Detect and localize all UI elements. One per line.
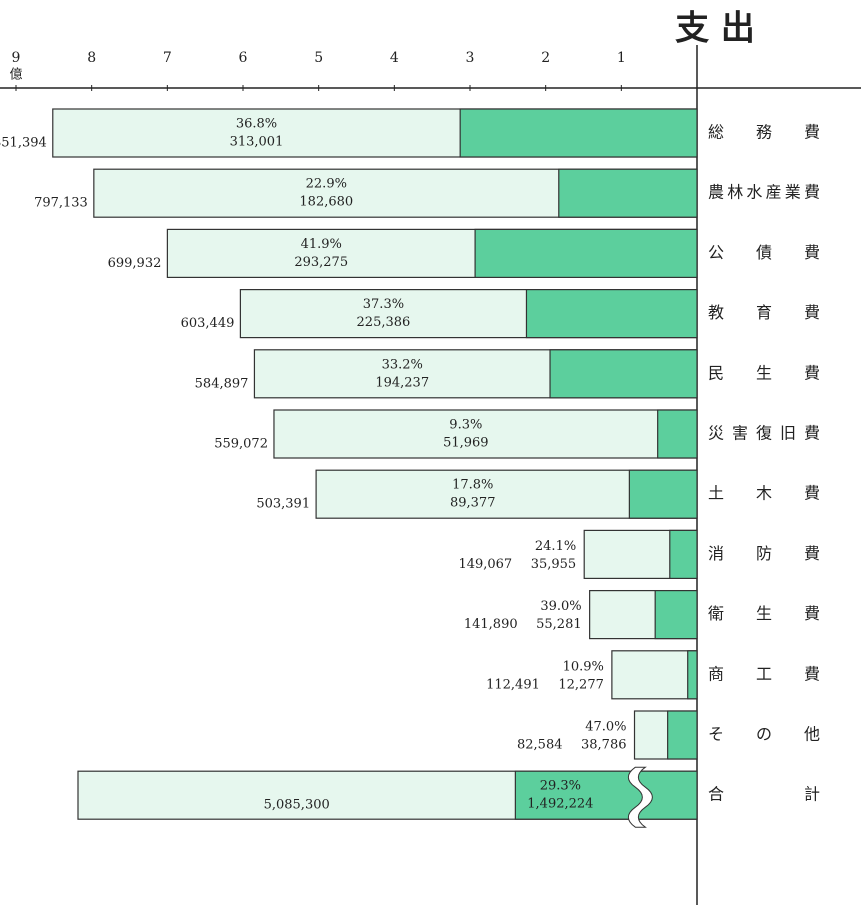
part-bar [688, 651, 697, 699]
part-bar [655, 591, 697, 639]
part-bar [629, 470, 697, 518]
part-label: 293,275 [294, 255, 348, 270]
part-bar [550, 350, 697, 398]
total-label: 112,491 [486, 677, 540, 692]
x-tick-label: 2 [541, 50, 550, 66]
x-tick-label: 7 [163, 50, 172, 66]
category-label: 衛生費 [708, 604, 820, 623]
total-label: 699,932 [108, 256, 162, 271]
part-label: 182,680 [299, 195, 353, 210]
part-bar [559, 169, 697, 217]
total-bar [612, 651, 697, 699]
category-label: 教育費 [708, 303, 820, 322]
chart: 支 出 1 2 3 4 5 6 7 8 9億総務費 36.8% 313,001 851,394 農林水産… [0, 0, 861, 905]
part-label: 38,786 [581, 738, 627, 753]
total-label: 141,890 [464, 617, 518, 632]
total-bar [274, 410, 697, 458]
total-label: 603,449 [181, 316, 235, 331]
category-label: 商工費 [708, 664, 820, 683]
total-label: 149,067 [458, 557, 512, 572]
percent-label: 17.8% [452, 478, 493, 493]
x-tick-label: 8 [87, 50, 96, 66]
percent-label: 9.3% [449, 418, 482, 433]
percent-label: 47.0% [585, 720, 626, 735]
x-tick-label: 5 [314, 50, 323, 66]
part-label: 55,281 [536, 617, 582, 632]
percent-label: 22.9% [306, 177, 347, 192]
percent-label: 10.9% [563, 659, 604, 674]
part-bar [670, 530, 697, 578]
x-tick-label: 9 [12, 50, 21, 66]
part-bar [460, 109, 697, 157]
category-label: 土木費 [708, 484, 820, 503]
part-label: 12,277 [558, 677, 604, 692]
percent-label: 37.3% [363, 297, 404, 312]
category-label: 消防費 [708, 544, 820, 563]
x-tick-label: 6 [239, 50, 248, 66]
percent-label: 36.8% [236, 117, 277, 132]
part-label: 35,955 [531, 557, 577, 572]
x-tick-label: 4 [390, 50, 399, 66]
part-label: 1,492,224 [527, 797, 593, 812]
part-bar [668, 711, 697, 759]
x-tick-label: 3 [466, 50, 475, 66]
total-label: 503,391 [256, 497, 310, 512]
percent-label: 29.3% [540, 779, 581, 794]
part-label: 51,969 [443, 436, 489, 451]
x-tick-label: 1 [617, 50, 626, 66]
part-bar [658, 410, 697, 458]
category-label: 民生費 [708, 363, 820, 382]
axis-unit: 億 [9, 67, 22, 83]
total-label: 797,133 [34, 196, 88, 211]
category-label: 災害復旧費 [708, 424, 820, 443]
total-label: 851,394 [0, 136, 47, 151]
category-label: その他 [708, 725, 820, 744]
part-label: 225,386 [357, 315, 411, 330]
part-label: 194,237 [375, 375, 429, 390]
category-label: 合計 [708, 785, 820, 804]
category-label: 総務費 [708, 123, 820, 142]
percent-label: 24.1% [535, 539, 576, 554]
percent-label: 33.2% [382, 357, 423, 372]
percent-label: 41.9% [301, 237, 342, 252]
part-bar [475, 229, 697, 277]
total-label: 584,897 [195, 376, 249, 391]
category-label: 農林水産業費 [708, 183, 820, 202]
total-label: 82,584 [517, 738, 563, 753]
part-bar [526, 290, 697, 338]
total-label: 5,085,300 [264, 798, 330, 813]
category-label: 公債費 [708, 243, 820, 262]
part-label: 313,001 [230, 135, 284, 150]
chart-title: 支 出 [675, 9, 755, 49]
total-label: 559,072 [214, 437, 268, 452]
percent-label: 39.0% [540, 599, 581, 614]
part-label: 89,377 [450, 496, 496, 511]
